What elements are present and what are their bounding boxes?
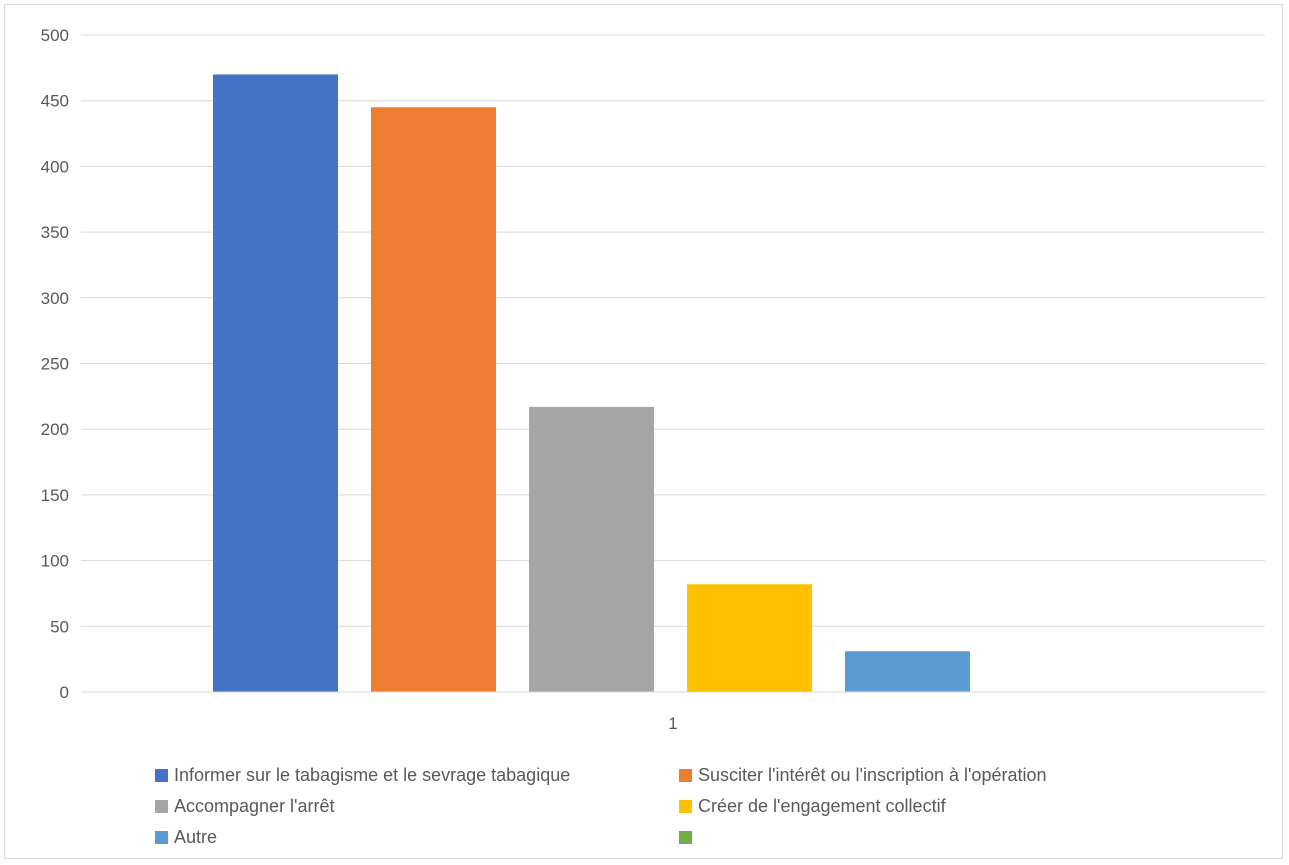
legend-label: Autre — [174, 827, 218, 847]
bar-series-1 — [213, 74, 338, 693]
bar-series-2 — [371, 107, 496, 692]
y-tick-label: 300 — [41, 289, 69, 308]
x-tick-label: 1 — [668, 714, 677, 733]
legend-item: Créer de l'engagement collectif — [679, 794, 1165, 819]
bars — [213, 74, 970, 693]
legend-item: Accompagner l'arrêt — [155, 794, 679, 819]
legend: Informer sur le tabagisme et le sevrage … — [155, 763, 1165, 850]
bar-chart: 0 50 100 150 200 250 300 350 400 450 500 1 — [41, 26, 1265, 733]
legend-swatch — [155, 831, 168, 844]
legend-item — [679, 825, 1165, 850]
legend-swatch — [679, 769, 692, 782]
legend-swatch — [679, 800, 692, 813]
y-tick-label: 200 — [41, 420, 69, 439]
y-tick-label: 400 — [41, 157, 69, 176]
bar-series-5 — [845, 651, 970, 692]
bar-series-4 — [687, 584, 812, 692]
y-tick-label: 150 — [41, 486, 69, 505]
y-axis-ticks: 0 50 100 150 200 250 300 350 400 450 500 — [41, 26, 69, 702]
legend-label: Informer sur le tabagisme et le sevrage … — [174, 765, 571, 785]
bar-series-3 — [529, 406, 654, 692]
legend-swatch — [155, 769, 168, 782]
legend-label: Accompagner l'arrêt — [174, 796, 335, 816]
legend-item: Autre — [155, 825, 679, 850]
legend-label: Créer de l'engagement collectif — [698, 796, 946, 816]
y-tick-label: 0 — [60, 683, 69, 702]
y-tick-label: 450 — [41, 92, 69, 111]
legend-swatch — [679, 831, 692, 844]
legend-label: Susciter l'intérêt ou l'inscription à l'… — [698, 765, 1047, 785]
legend-item: Susciter l'intérêt ou l'inscription à l'… — [679, 763, 1165, 788]
y-tick-label: 500 — [41, 26, 69, 45]
y-tick-label: 350 — [41, 223, 69, 242]
legend-swatch — [155, 800, 168, 813]
chart-area: 0 50 100 150 200 250 300 350 400 450 500 1 Informe… — [4, 4, 1283, 859]
legend-item: Informer sur le tabagisme et le sevrage … — [155, 763, 679, 788]
y-tick-label: 250 — [41, 355, 69, 374]
y-tick-label: 100 — [41, 552, 69, 571]
y-tick-label: 50 — [50, 617, 69, 636]
